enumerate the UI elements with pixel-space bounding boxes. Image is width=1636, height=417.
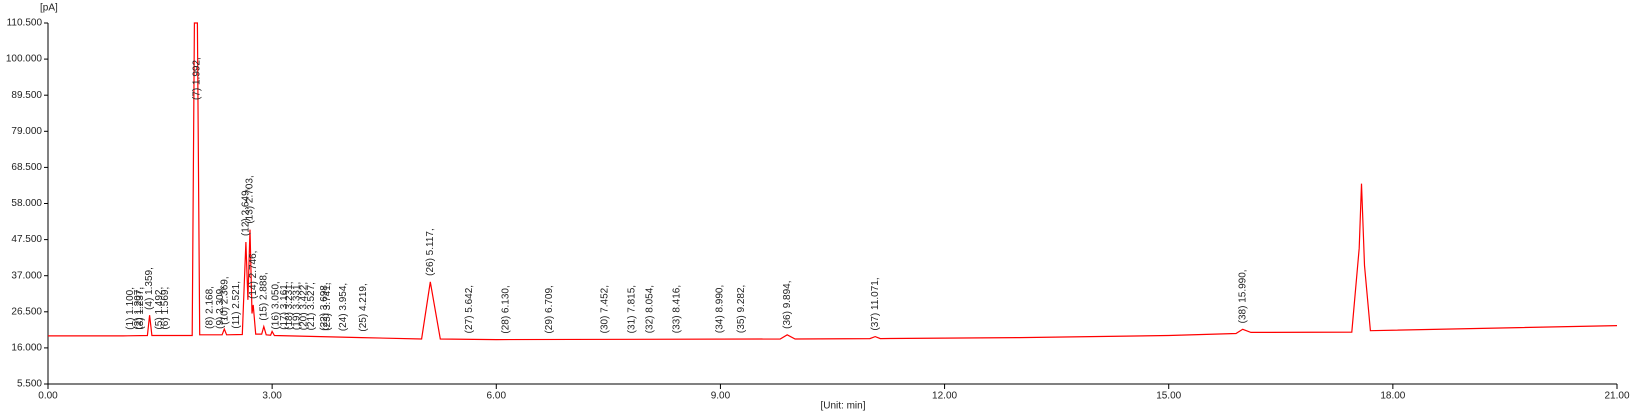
- x-tick-label: 18.00: [1380, 391, 1405, 402]
- x-tick-label: 21.00: [1604, 391, 1629, 402]
- peak-label: (7) 1.992,: [191, 57, 202, 100]
- peak-label: (3) 1.237,: [135, 287, 146, 330]
- peak-label: (21) 3.527,: [306, 282, 317, 330]
- peak-label: (4) 1.359,: [144, 267, 155, 310]
- x-tick-label: 9.00: [711, 391, 731, 402]
- peak-label: (23) 3.741,: [322, 282, 333, 330]
- peak-label: (6) 1.569,: [160, 287, 171, 330]
- peak-label: (13) 2.703,: [245, 175, 256, 223]
- peak-label: (36) 9.894,: [782, 280, 793, 328]
- peak-label: (33) 8.416,: [671, 285, 682, 333]
- peak-label: (16) 3.050,: [271, 281, 282, 329]
- peak-label: (27) 5.642,: [464, 285, 475, 333]
- peak-label: (10) 2.369,: [220, 276, 231, 324]
- x-tick-label: 6.00: [487, 391, 507, 402]
- peak-label: (9) 2.309,: [215, 286, 226, 329]
- peak-label: (14) 2.746,: [248, 251, 259, 299]
- peak-label: (22) 3.698,: [319, 282, 330, 330]
- y-axis-label: [pA]: [40, 3, 58, 14]
- y-tick-label: 79.000: [11, 126, 42, 137]
- peak-label: (24) 3.954,: [338, 283, 349, 331]
- y-tick-label: 58.000: [11, 198, 42, 209]
- x-tick-label: 15.00: [1156, 391, 1181, 402]
- peak-label: (1) 1.100,: [125, 287, 136, 330]
- peak-label: (17) 3.161,: [279, 281, 290, 329]
- y-tick-label: 89.500: [11, 90, 42, 101]
- peak-label: (15) 2.888,: [258, 272, 269, 320]
- x-tick-label: 0.00: [38, 391, 58, 402]
- signal-trace: [48, 22, 1618, 341]
- peak-label: (37) 11.071,: [870, 277, 881, 330]
- peak-label: (35) 9.282,: [736, 285, 747, 333]
- peak-label: (5) 1.492,: [154, 287, 165, 330]
- peak-label: (30) 7.452,: [599, 285, 610, 333]
- peak-label: (26) 5.117,: [425, 228, 436, 276]
- y-tick-label: 47.500: [11, 234, 42, 245]
- peak-label: (25) 4.219,: [358, 283, 369, 331]
- peak-label: (29) 6.709,: [544, 285, 555, 333]
- y-tick-label: 68.500: [11, 162, 42, 173]
- peak-label: (12) 2.649,: [241, 188, 252, 236]
- y-tick-label: 26.500: [11, 306, 42, 317]
- y-tick-label: 100.000: [6, 54, 43, 65]
- y-tick-label: 16.000: [11, 343, 42, 354]
- peak-label: (28) 6.130,: [501, 285, 512, 333]
- y-tick-label: 5.500: [17, 379, 42, 390]
- peak-label: (2) 1.207,: [133, 287, 144, 330]
- peak-label: (19) 3.331,: [292, 282, 303, 330]
- peak-label: (20) 3.422,: [298, 282, 309, 330]
- peak-label: (18) 3.231,: [284, 282, 295, 330]
- peak-label: (34) 8.990,: [714, 285, 725, 333]
- x-axis-label: [Unit: min]: [820, 401, 865, 412]
- peak-label: (38) 15.990,: [1237, 269, 1248, 323]
- y-tick-label: 110.500: [7, 18, 43, 29]
- peak-label: (31) 7.815,: [627, 285, 638, 333]
- x-tick-label: 3.00: [262, 391, 282, 402]
- x-tick-label: 12.00: [932, 391, 957, 402]
- peak-label: (11) 2.521,: [231, 281, 242, 329]
- y-tick-label: 37.000: [11, 270, 42, 281]
- peak-label: (8) 2.168,: [205, 286, 216, 329]
- peak-label: (32) 8.054,: [644, 285, 655, 333]
